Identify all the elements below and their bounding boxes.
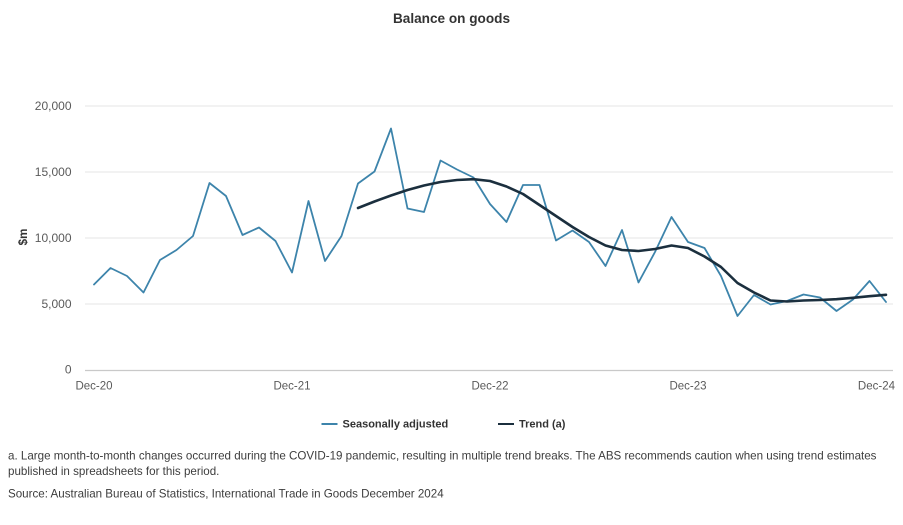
svg-text:15,000: 15,000: [35, 165, 72, 179]
svg-text:10,000: 10,000: [35, 231, 72, 245]
svg-text:20,000: 20,000: [35, 99, 72, 113]
svg-text:Trend (a): Trend (a): [519, 419, 566, 431]
svg-text:Dec-22: Dec-22: [471, 381, 508, 393]
svg-text:0: 0: [65, 363, 72, 377]
svg-text:Source: Australian Bureau of S: Source: Australian Bureau of Statistics,…: [8, 488, 444, 501]
svg-text:Dec-24: Dec-24: [858, 381, 896, 393]
svg-text:Seasonally adjusted: Seasonally adjusted: [343, 419, 449, 431]
svg-text:5,000: 5,000: [41, 297, 71, 311]
svg-text:Dec-20: Dec-20: [75, 381, 112, 393]
svg-text:Balance on goods: Balance on goods: [393, 11, 510, 26]
svg-text:Dec-21: Dec-21: [273, 381, 310, 393]
svg-text:published in spreadsheets for: published in spreadsheets for this perio…: [8, 465, 219, 478]
svg-text:a. Large month-to-month change: a. Large month-to-month changes occurred…: [8, 450, 877, 463]
svg-text:Dec-23: Dec-23: [669, 381, 706, 393]
svg-text:$m: $m: [18, 229, 30, 246]
